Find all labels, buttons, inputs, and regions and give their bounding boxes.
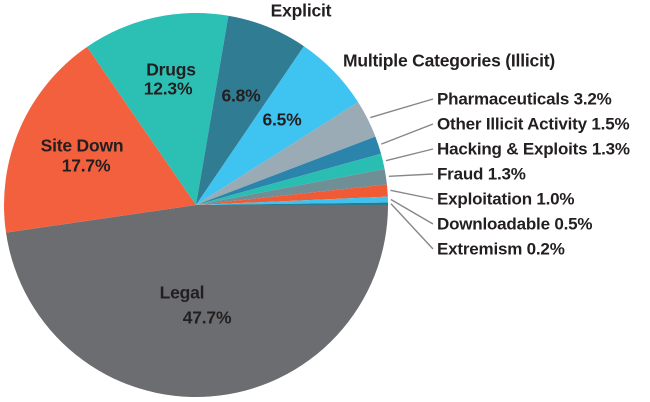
pie-slice-fraud: [196, 169, 387, 205]
slice-pct-multiple-categories: 6.5%: [262, 109, 302, 130]
leader-line: [385, 148, 434, 162]
slice-pct-drugs: 12.3%: [143, 78, 193, 99]
pie-slice-multiple-categories-illicit-: [196, 46, 359, 206]
callout-label-other-illicit-activity: Other Illicit Activity 1.5%: [437, 114, 630, 134]
callout-label-exploitation: Exploitation 1.0%: [437, 189, 575, 209]
leader-line: [388, 173, 434, 178]
leader-line: [390, 189, 434, 200]
pie-slice-legal: [6, 205, 388, 398]
slice-pct-site-down: 17.7%: [61, 155, 111, 176]
pie-slice-downloadable: [196, 196, 388, 205]
leader-line: [370, 98, 434, 119]
callout-label-downloadable: Downloadable 0.5%: [437, 214, 593, 234]
leader-line: [381, 123, 434, 145]
slice-label-multiple-categories: Multiple Categories (Illicit): [342, 50, 556, 71]
leader-line: [390, 203, 434, 250]
slice-label-site-down: Site Down: [40, 135, 124, 156]
callout-label-pharmaceuticals: Pharmaceuticals 3.2%: [437, 89, 612, 109]
pie-slice-hacking-exploits: [196, 153, 385, 205]
pie-slice-exploitation: [196, 184, 388, 205]
pie-slice-explicit: [196, 15, 304, 206]
leader-line: [390, 198, 434, 225]
pie-slice-other-illicit-activity: [196, 136, 382, 205]
callout-label-fraud: Fraud 1.3%: [437, 164, 526, 184]
pie-slice-extremism: [196, 202, 388, 205]
pie-slice-site-down: [3, 46, 197, 233]
pie-slice-drugs: [87, 13, 229, 206]
slice-label-drugs: Drugs: [146, 59, 196, 80]
slice-pct-legal: 47.7%: [182, 307, 232, 328]
slice-label-explicit: Explicit: [270, 0, 332, 21]
slice-label-legal: Legal: [159, 282, 205, 303]
slice-pct-explicit: 6.8%: [221, 85, 261, 106]
callout-label-hacking-exploits: Hacking & Exploits 1.3%: [437, 139, 630, 159]
pie-slice-pharmaceuticals: [196, 102, 376, 205]
callout-label-extremism: Extremism 0.2%: [437, 239, 565, 259]
